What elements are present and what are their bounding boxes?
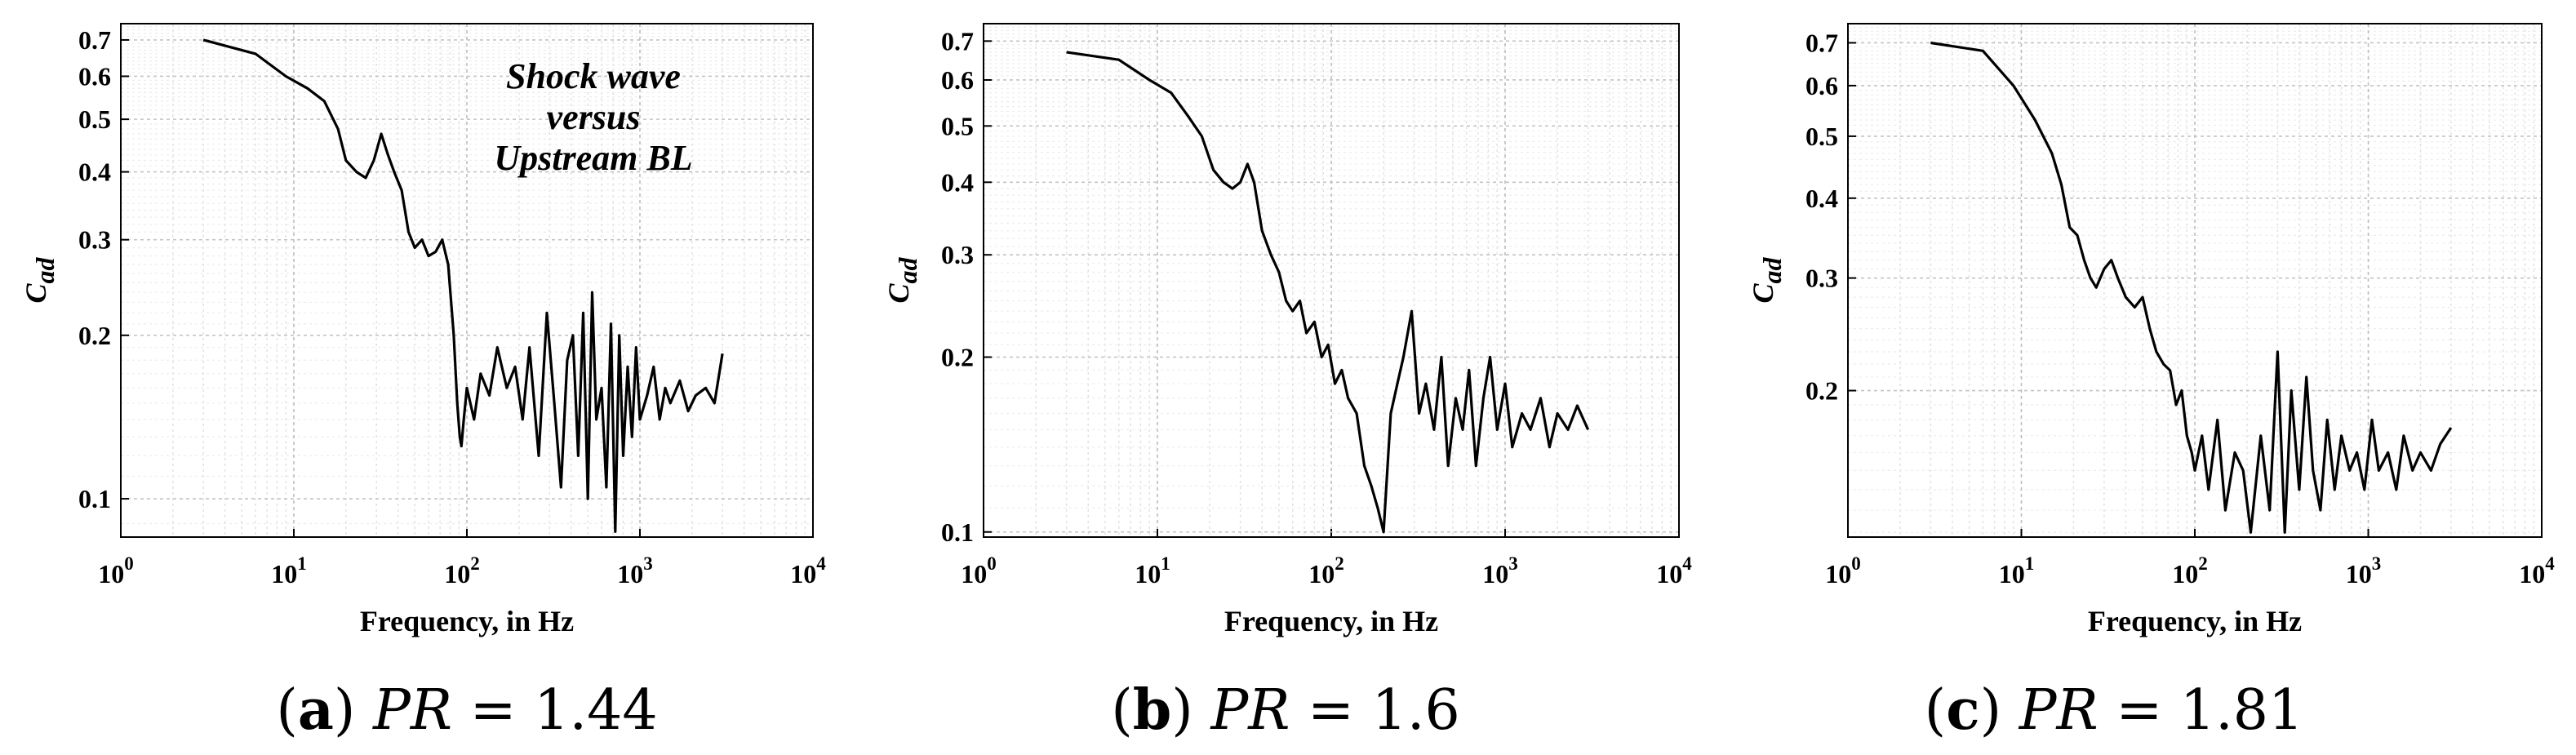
y-tick-label: 0.1 (941, 517, 974, 547)
x-tick-exponent: 1 (1161, 553, 1170, 574)
caption-label: c (1946, 677, 1979, 743)
series-line-Cad (202, 38, 724, 533)
caption-value: = 1.81 (2099, 678, 2304, 743)
x-tick-label: 103 (2346, 553, 2382, 588)
x-tick-exponent: 4 (2545, 553, 2555, 574)
x-axis-title: Frequency, in Hz (2088, 605, 2302, 637)
y-axis-title: Cad (20, 256, 60, 303)
y-tick-label: 0.7 (1805, 28, 1838, 57)
x-tick-exponent: 0 (987, 553, 997, 574)
y-tick-label: 0.2 (78, 321, 111, 350)
x-tick-exponent: 2 (2198, 553, 2208, 574)
x-tick-exponent: 2 (1335, 553, 1344, 574)
chart-panel-2: 100 101 102 103 1040.10.20.30.40.50.60.7Freq… (882, 23, 1692, 743)
y-tick-label: 0.6 (1805, 71, 1838, 100)
x-tick-exponent: 1 (2025, 553, 2035, 574)
x-tick-label: 104 (1656, 553, 1692, 588)
x-tick-exponent: 3 (1508, 553, 1518, 574)
x-tick-label: 104 (790, 553, 826, 588)
x-axis-title: Frequency, in Hz (1224, 605, 1438, 637)
x-tick-exponent: 2 (470, 553, 480, 574)
caption-paren-open: ( (276, 678, 298, 743)
y-tick-label: 0.5 (78, 104, 111, 134)
caption-paren-close: ) (1171, 678, 1210, 743)
x-tick-label: 102 (1308, 553, 1344, 588)
y-tick-label: 0.2 (1805, 376, 1838, 406)
x-tick-exponent: 0 (124, 553, 134, 574)
x-tick-label: 102 (2172, 553, 2208, 588)
x-tick-label: 100 (98, 553, 134, 588)
x-tick-label: 101 (271, 553, 307, 588)
series-line-Cad (1930, 41, 2453, 534)
caption-paren-close: ) (1980, 678, 2019, 743)
y-tick-label: 0.5 (1805, 122, 1838, 151)
x-tick-exponent: 3 (2372, 553, 2382, 574)
y-tick-label: 0.2 (941, 343, 974, 372)
x-tick-exponent: 3 (643, 553, 653, 574)
x-tick-label: 101 (1999, 553, 2035, 588)
y-tick-label: 0.6 (941, 65, 974, 95)
axes-frame (1847, 23, 2543, 538)
x-tick-exponent: 4 (816, 553, 826, 574)
y-tick-label: 0.3 (1805, 264, 1838, 293)
x-tick-label: 104 (2519, 553, 2555, 588)
caption-paren-open: ( (1925, 678, 1947, 743)
annotation-line-3: Upstream BL (494, 138, 692, 178)
x-tick-exponent: 1 (297, 553, 307, 574)
caption-label: a (298, 677, 334, 743)
chart-panel-1: 100 101 102 103 1040.10.20.30.40.50.60.7Freq… (20, 23, 826, 743)
y-tick-label: 0.3 (941, 240, 974, 269)
caption-variable: PR (1209, 678, 1290, 743)
y-tick-label: 0.4 (1805, 184, 1838, 213)
y-axis-title-subscript: ad (1757, 256, 1787, 283)
chart-panel-3: 100 101 102 103 1040.20.30.40.50.60.7Frequen… (1747, 23, 2555, 743)
y-tick-label: 0.3 (78, 225, 111, 255)
x-tick-label: 100 (961, 553, 997, 588)
caption-label: b (1133, 677, 1172, 743)
axes-frame (120, 23, 814, 538)
panel-caption: (a) PR = 1.44 (276, 677, 657, 743)
y-tick-label: 0.4 (78, 158, 111, 187)
caption-variable: PR (371, 678, 452, 743)
caption-value: = 1.44 (452, 678, 658, 743)
caption-paren-open: ( (1111, 678, 1133, 743)
x-tick-exponent: 0 (1851, 553, 1861, 574)
y-axis-title-subscript: ad (30, 256, 60, 283)
y-axis-title-subscript: ad (893, 256, 922, 283)
y-tick-label: 0.7 (941, 26, 974, 56)
caption-variable: PR (2018, 678, 2099, 743)
x-tick-label: 100 (1825, 553, 1861, 588)
series-line-Cad (1066, 51, 1590, 534)
x-axis-title: Frequency, in Hz (360, 605, 574, 637)
y-axis-title: Cad (1747, 256, 1787, 303)
y-axis-title: Cad (882, 256, 922, 303)
x-tick-exponent: 4 (1682, 553, 1692, 574)
panel-caption: (c) PR = 1.81 (1925, 677, 2304, 743)
x-tick-label: 102 (444, 553, 480, 588)
y-tick-label: 0.1 (78, 484, 111, 513)
caption-paren-close: ) (334, 678, 373, 743)
x-tick-label: 103 (1482, 553, 1518, 588)
y-tick-label: 0.5 (941, 111, 974, 140)
annotation-line-2: versus (547, 97, 641, 137)
caption-value: = 1.6 (1290, 678, 1459, 743)
x-tick-label: 101 (1135, 553, 1170, 588)
y-tick-label: 0.7 (78, 25, 111, 55)
panel-caption: (b) PR = 1.6 (1111, 677, 1460, 743)
y-tick-label: 0.4 (941, 167, 974, 197)
y-tick-label: 0.6 (78, 61, 111, 91)
annotation-line-1: Shock wave (506, 56, 681, 96)
x-tick-label: 103 (617, 553, 653, 588)
axes-frame (983, 23, 1680, 538)
